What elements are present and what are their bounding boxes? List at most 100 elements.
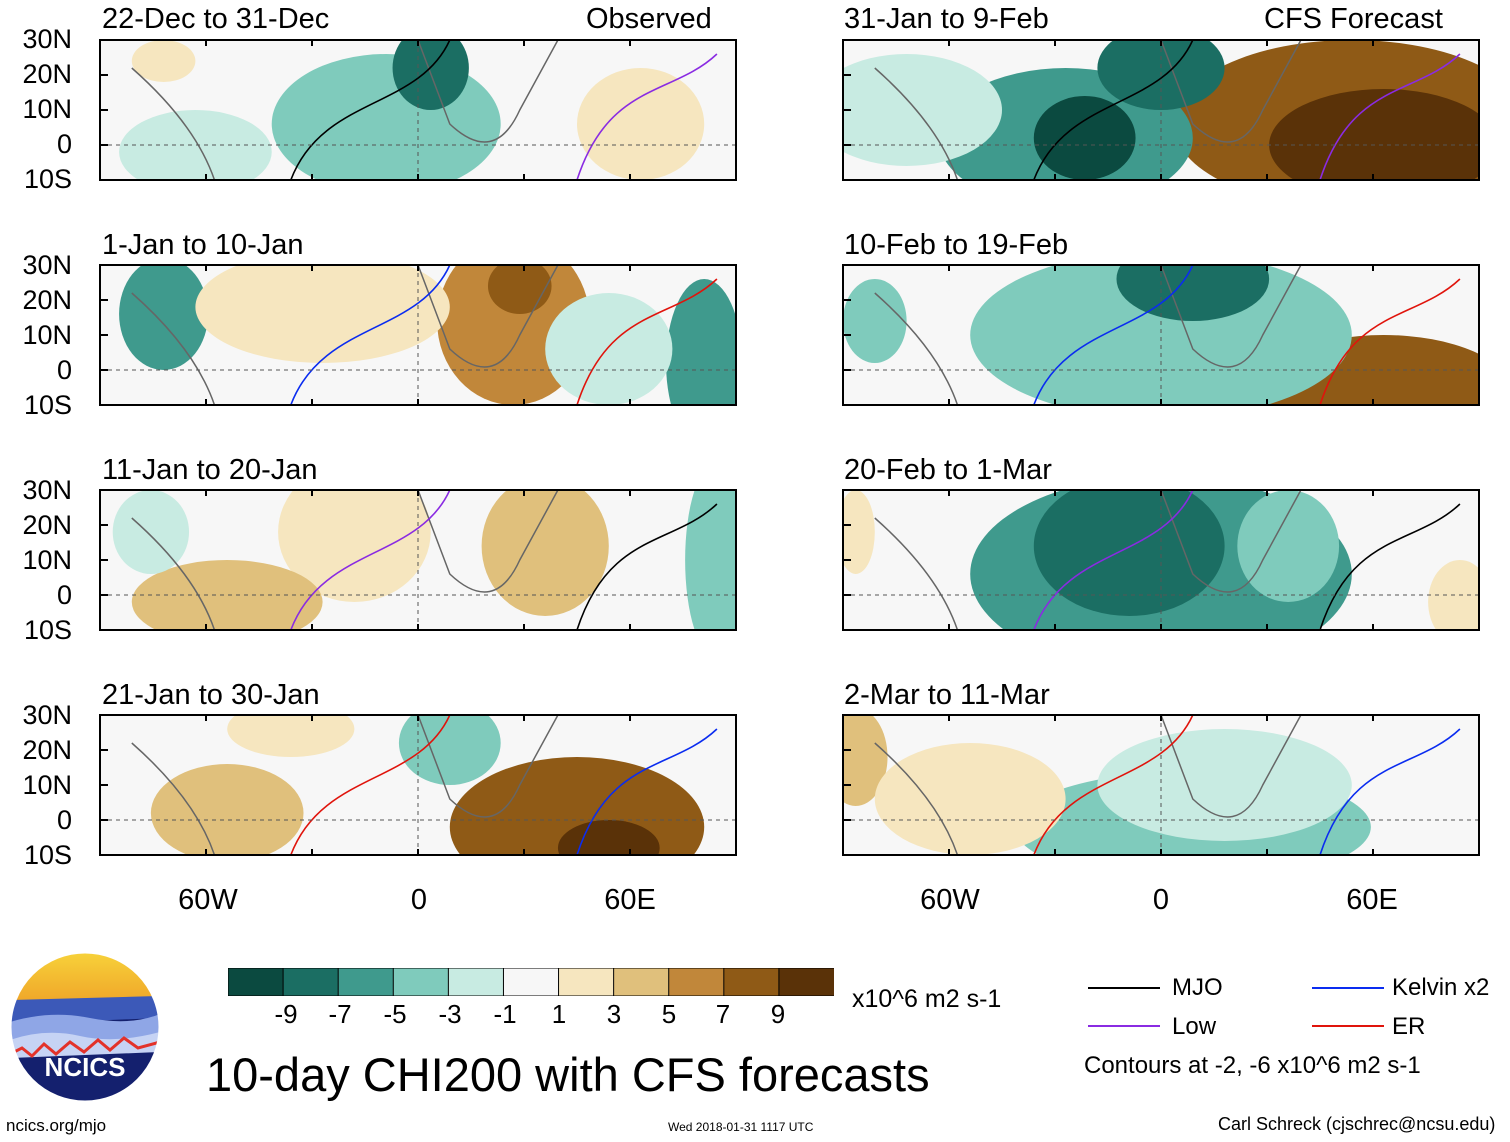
anomaly-shading	[398, 715, 501, 785]
colorbar-segment	[778, 968, 834, 996]
panel-title: 10-Feb to 19-Feb	[844, 229, 1069, 261]
anomaly-shading	[874, 743, 1066, 855]
lat-label: 10N	[22, 320, 72, 350]
panel-title: 21-Jan to 30-Jan	[102, 679, 320, 711]
lat-label: 0	[56, 580, 72, 610]
lat-label: 30N	[22, 475, 72, 505]
anomaly-shading	[545, 293, 673, 405]
lat-label: 30N	[22, 24, 72, 54]
anomaly-shading	[1033, 490, 1225, 616]
map-field	[843, 490, 1479, 630]
colorbar	[228, 968, 834, 996]
map-field	[100, 265, 736, 405]
colorbar-segment	[392, 968, 450, 996]
map-panel	[842, 489, 1480, 631]
anomaly-shading	[843, 490, 875, 574]
anomaly-shading	[577, 68, 705, 180]
map-field	[100, 715, 736, 855]
anomaly-shading	[487, 265, 552, 314]
main-title: 10-day CHI200 with CFS forecasts	[206, 1048, 930, 1101]
panel-title: 11-Jan to 20-Jan	[102, 454, 318, 486]
colorbar-units: x10^6 m2 s-1	[852, 985, 1002, 1013]
colorbar-tick: -5	[383, 999, 407, 1029]
wave-contour	[290, 490, 451, 630]
logo-text: NCICS	[45, 1052, 126, 1082]
colorbar-tick: -1	[493, 999, 517, 1029]
anomaly-shading	[1237, 490, 1340, 602]
coastline	[131, 490, 559, 630]
wave-contour	[290, 40, 451, 180]
map-panel	[99, 714, 737, 856]
colorbar-segment	[558, 968, 615, 996]
wave-contour	[1033, 40, 1194, 180]
colorbar-segment	[613, 968, 670, 996]
coastline	[874, 715, 1302, 855]
coastline	[131, 715, 559, 855]
anomaly-shading	[1097, 729, 1352, 841]
wave-contour	[1319, 503, 1461, 630]
anomaly-shading	[278, 490, 431, 602]
map-field	[843, 265, 1479, 405]
anomaly-shading	[195, 265, 450, 363]
anomaly-shading	[227, 715, 355, 757]
map-field	[843, 40, 1479, 180]
panel-title: 22-Dec to 31-Dec	[102, 3, 330, 35]
lat-label: 10S	[23, 840, 72, 870]
anomaly-shading	[666, 279, 736, 405]
colorbar-tick: 1	[551, 999, 567, 1029]
colorbar-segment	[668, 968, 725, 996]
anomaly-shading	[685, 490, 736, 630]
lat-label: 10N	[22, 545, 72, 575]
coastline	[131, 265, 559, 405]
lon-label: 60E	[604, 884, 656, 916]
colorbar-segment	[282, 968, 340, 996]
contours-note: Contours at -2, -6 x10^6 m2 s-1	[1084, 1052, 1421, 1079]
map-panel	[99, 264, 737, 406]
anomaly-shading	[1033, 96, 1136, 180]
panel-title: 20-Feb to 1-Mar	[844, 454, 1052, 486]
ncics-logo: NCICS	[10, 952, 160, 1102]
colorbar-tick: 5	[661, 999, 677, 1029]
anomaly-shading	[131, 40, 196, 82]
colorbar-segment	[337, 968, 395, 996]
forecast-label: CFS Forecast	[1264, 3, 1443, 35]
lat-label: 0	[56, 805, 72, 835]
lat-label: 10S	[23, 164, 72, 194]
lat-label: 20N	[22, 735, 72, 765]
colorbar-segment	[447, 968, 505, 996]
lat-label: 10S	[23, 390, 72, 420]
wave-contour	[1033, 490, 1194, 630]
anomaly-shading	[119, 265, 209, 370]
wave-contour	[576, 728, 718, 855]
wave-contour	[290, 265, 451, 405]
anomaly-shading	[150, 764, 304, 855]
lon-label: 60E	[1346, 884, 1398, 916]
lat-label: 20N	[22, 59, 72, 89]
wave-contour	[576, 503, 718, 630]
observed-label: Observed	[586, 3, 712, 35]
anomaly-shading	[131, 560, 323, 630]
lon-label: 0	[410, 884, 428, 916]
anomaly-shading	[1116, 265, 1270, 321]
colorbar-tick: 7	[715, 999, 731, 1029]
legend-label-mjo: MJO	[1172, 974, 1223, 1001]
panel-title: 1-Jan to 10-Jan	[102, 229, 304, 261]
lat-label: 0	[56, 355, 72, 385]
anomaly-shading	[843, 54, 1002, 166]
credit: Carl Schreck (cjschrec@ncsu.edu)	[1218, 1114, 1496, 1134]
wave-contour	[1033, 715, 1194, 855]
anomaly-shading	[1428, 560, 1479, 630]
wave-contour	[576, 278, 718, 405]
site-link[interactable]: ncics.org/mjo	[6, 1116, 107, 1135]
lon-label: 60W	[920, 884, 980, 916]
map-panel	[842, 714, 1480, 856]
anomaly-shading	[112, 490, 190, 574]
map-panel	[842, 264, 1480, 406]
legend-swatches-left	[1088, 987, 1160, 1027]
lon-label: 60W	[178, 884, 238, 916]
anomaly-shading	[843, 715, 888, 806]
map-field	[100, 40, 736, 180]
lat-label: 10N	[22, 770, 72, 800]
lat-label: 30N	[22, 700, 72, 730]
legend-swatches-right	[1312, 987, 1384, 1027]
